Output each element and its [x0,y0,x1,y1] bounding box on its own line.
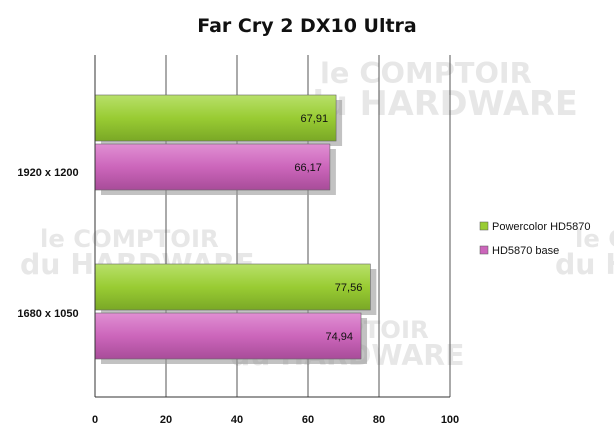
watermark-line1: le COMPTOIR [575,224,614,253]
x-tick-label: 0 [92,414,98,426]
category-label: 1680 x 1050 [17,308,78,320]
x-tick-label: 40 [231,414,243,426]
x-tick-label: 20 [160,414,172,426]
plot-frame [94,55,450,398]
bar-hd5870-base-1 [94,312,362,360]
chart-title: Far Cry 2 DX10 Ultra [197,15,417,37]
watermark-line2: du HARDWARE [555,248,614,281]
data-label: 67,91 [301,113,329,125]
bars: 67,91 66,17 77,56 74,94 [94,94,377,364]
x-tick-label: 80 [373,414,385,426]
legend: Powercolor HD5870 HD5870 base [479,221,590,257]
bar-powercolor-hd5870-1 [94,263,371,311]
bar-hd5870-base-0 [94,143,331,191]
legend-label: Powercolor HD5870 [492,221,590,233]
legend-swatch [479,221,489,231]
bar-powercolor-hd5870-0 [94,94,337,142]
data-label: 74,94 [326,331,354,343]
data-label: 66,17 [294,162,322,174]
category-label: 1920 x 1200 [17,167,78,179]
legend-swatch [479,245,489,255]
category-labels: 1920 x 1200 1680 x 1050 [17,167,78,320]
watermark-line1: le COMPTOIR [320,56,532,90]
watermark-line1: le COMPTOIR [40,224,219,253]
watermark-line2: du HARDWARE [300,84,578,123]
x-tick-label: 60 [302,414,314,426]
x-tick-label: 100 [441,414,459,426]
x-axis-ticks: 0 20 40 60 80 100 [92,414,459,426]
legend-label: HD5870 base [492,245,559,257]
data-label: 77,56 [335,282,363,294]
